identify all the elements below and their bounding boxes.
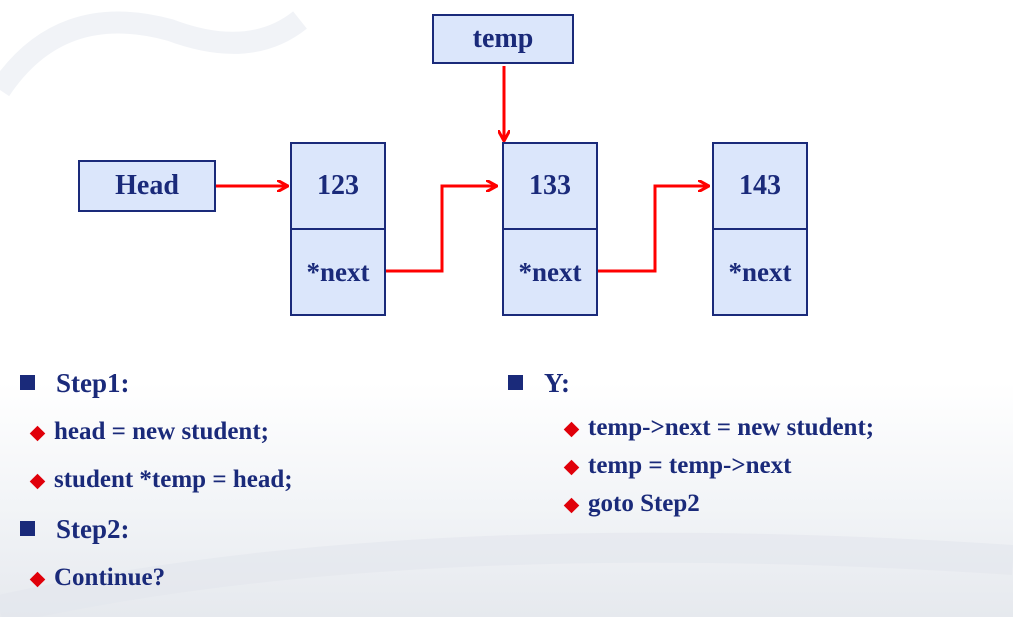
y-item: goto Step2 (506, 487, 874, 521)
list-node-1: 123 *next (290, 142, 386, 316)
step1-heading: Step1: (18, 365, 293, 401)
node-next-cell: *next (502, 228, 598, 316)
step2-item: Continue? (18, 561, 293, 595)
node-value: 143 (739, 170, 781, 201)
y-item: temp = temp->next (506, 449, 874, 483)
node-value-cell: 143 (712, 142, 808, 230)
steps-text: Step1: head = new student; student *temp… (0, 355, 1013, 617)
arrow-node-2-to-node-3 (598, 186, 708, 273)
square-bullet-icon (20, 521, 35, 536)
temp-label: temp (472, 23, 534, 54)
node-next-cell: *next (712, 228, 808, 316)
linked-list-diagram: temp Head 123 *next 133 *next 143 *next (78, 14, 1013, 316)
diamond-bullet-icon (29, 425, 46, 442)
head-box: Head (78, 160, 216, 212)
list-node-2: 133 *next (502, 142, 598, 316)
node-next-label: *next (306, 256, 370, 287)
diamond-bullet-icon (29, 473, 46, 490)
step1-item: head = new student; (18, 415, 293, 449)
diamond-bullet-icon (563, 421, 580, 438)
square-bullet-icon (508, 375, 523, 390)
node-next-cell: *next (290, 228, 386, 316)
right-column: Y: temp->next = new student; temp = temp… (506, 355, 874, 521)
diamond-bullet-icon (563, 459, 580, 476)
node-next-label: *next (728, 256, 792, 287)
node-value-cell: 123 (290, 142, 386, 230)
node-value: 123 (317, 170, 359, 201)
arrow-node-1-to-node-2 (386, 186, 496, 273)
node-value-cell: 133 (502, 142, 598, 230)
square-bullet-icon (20, 375, 35, 390)
diamond-bullet-icon (29, 571, 46, 588)
node-value: 133 (529, 170, 571, 201)
y-item: temp->next = new student; (506, 411, 874, 445)
left-column: Step1: head = new student; student *temp… (18, 355, 293, 595)
y-heading: Y: (506, 365, 874, 401)
step2-heading: Step2: (18, 511, 293, 547)
diamond-bullet-icon (563, 497, 580, 514)
head-label: Head (115, 170, 179, 201)
step1-item: student *temp = head; (18, 463, 293, 497)
node-next-label: *next (518, 256, 582, 287)
temp-box: temp (432, 14, 574, 64)
list-node-3: 143 *next (712, 142, 808, 316)
arrows-layer (216, 66, 1013, 273)
